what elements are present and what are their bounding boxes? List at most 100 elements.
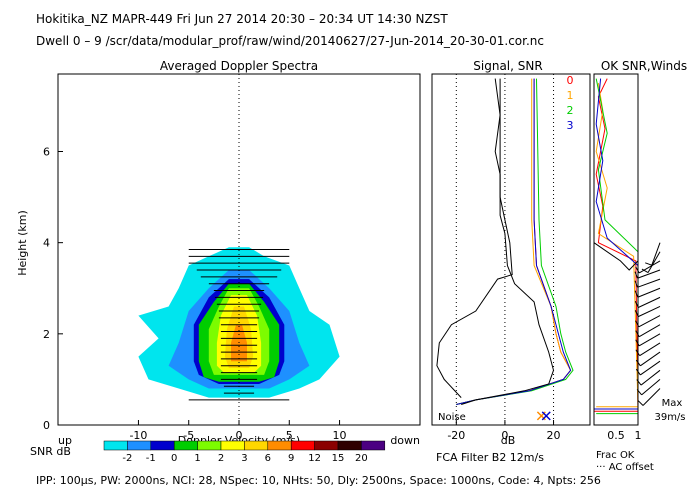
colorbar-tick-label: 6 [265, 453, 271, 464]
colorbar-swatch [173, 440, 198, 451]
ok-title: OK SNR,Winds [601, 59, 687, 73]
colorbar-label: SNR dB [30, 445, 71, 458]
wind-barb [642, 388, 661, 406]
colorbar-swatch [103, 440, 128, 451]
signal-series-1 [456, 78, 572, 405]
signal-lines [436, 74, 574, 425]
noise-label: Noise [438, 412, 466, 423]
wind-barb [640, 351, 661, 367]
wind-barb [638, 315, 661, 328]
wind-barb-flag [634, 300, 639, 308]
signal-panel: Signal, SNR -20 0 20 dB Noise [431, 59, 591, 447]
colorbar-tick-label: 9 [288, 453, 294, 464]
colorbar-tick-label: 2 [218, 453, 224, 464]
ac-offset-label: ··· AC offset [596, 462, 654, 473]
spectra-yticks: 0 2 4 6 [43, 145, 63, 432]
wind-barb-flag [635, 359, 641, 367]
signal-xticks: -20 0 20 [447, 420, 561, 442]
signal-xlabel: dB [501, 434, 516, 447]
footer-info: IPP: 100µs, PW: 2000ns, NCI: 28, NSpec: … [36, 474, 601, 487]
spectra-xticks: -10 -5 0 5 10 [129, 420, 347, 442]
wind-barb-flag [635, 368, 641, 376]
colorbar-swatch [361, 440, 386, 451]
colorbar-swatch [150, 440, 175, 451]
signal-series-0 [456, 78, 572, 405]
colorbar-tick-label: 12 [308, 453, 321, 464]
wind-barb [638, 296, 661, 308]
spectra-xtick-label: -5 [183, 429, 194, 442]
wind-barb [640, 360, 661, 376]
wind-barb-flag [634, 290, 639, 298]
colorbar-tick-label: -1 [146, 453, 156, 464]
header-line-1: Hokitika_NZ MAPR-449 Fri Jun 27 2014 20:… [36, 12, 448, 26]
spectra-panel: Averaged Doppler Spectra Height (km) 0 2 4… [16, 59, 421, 447]
ok-legend-entry: 0 [567, 74, 574, 87]
colorbar-tick-label: 1 [194, 453, 200, 464]
colorbar-swatch [244, 440, 269, 451]
wind-barb-flag [634, 310, 639, 317]
colorbar-tick-label: 20 [355, 453, 368, 464]
signal-xtick-label: -20 [447, 429, 465, 442]
max-value: 39m/s [654, 412, 685, 423]
spectra-ylabel: Height (km) [16, 210, 29, 276]
wind-barb-flag [635, 349, 641, 356]
signal-marker [541, 411, 551, 421]
spectra-xtick-label: -10 [129, 429, 147, 442]
ok-xtick-label: 0.5 [607, 429, 625, 442]
signal-xtick-label: 0 [501, 429, 508, 442]
wind-barb [640, 369, 661, 386]
colorbar-swatch [220, 440, 245, 451]
signal-series-signal [461, 78, 555, 405]
colorbar-swatches: -2 -1 0 1 2 3 6 9 12 15 20 [103, 440, 386, 464]
wind-barb-flag [641, 268, 649, 273]
header-line-2: Dwell 0 – 9 /scr/data/modular_prof/raw/w… [36, 34, 544, 48]
up-label: up [58, 434, 72, 447]
ok-series-frac [593, 242, 639, 271]
wind-barb-flag [635, 320, 640, 328]
spectra-ytick-label: 4 [43, 237, 50, 250]
fca-filter-label: FCA Filter B2 12m/s [436, 451, 544, 464]
wind-barb-flag [634, 280, 638, 288]
wind-panel: Max 39m/s [634, 242, 686, 423]
spectra-xtick-label: 0 [236, 429, 243, 442]
colorbar-swatch [197, 440, 222, 451]
signal-series-2 [456, 78, 574, 405]
wind-barb [637, 278, 661, 288]
spectra-xtick-label: 10 [333, 429, 347, 442]
ok-xtick-label: 1 [635, 429, 642, 442]
colorbar: SNR dB -2 -1 0 1 2 3 6 9 12 15 20 [30, 440, 386, 464]
wind-barb-flag [636, 389, 642, 396]
colorbar-swatch [290, 440, 315, 451]
wind-barb-flag [635, 266, 640, 274]
wind-barb-flag [635, 330, 640, 337]
wind-barb [647, 251, 661, 273]
wind-barbs [634, 242, 661, 406]
ok-lines [593, 78, 639, 415]
ok-legend: 0 1 2 3 [567, 74, 574, 132]
colorbar-swatch [314, 440, 339, 451]
max-label: Max [662, 398, 683, 409]
ok-legend-entry: 1 [567, 89, 574, 102]
frac-ok-label: Frac OK [596, 450, 635, 461]
wind-barb [639, 342, 661, 357]
wind-barb [638, 324, 661, 338]
wind-barb [638, 333, 661, 347]
colorbar-swatch [127, 440, 152, 451]
signal-series-3 [456, 78, 572, 405]
colorbar-tick-label: 15 [332, 453, 345, 464]
wind-barb [651, 242, 661, 266]
wind-barb [637, 269, 661, 279]
colorbar-swatch [267, 440, 292, 451]
colorbar-swatch [337, 440, 362, 451]
wind-barb-flag [637, 400, 644, 406]
ok-series-1 [595, 83, 639, 408]
moment-bars [188, 249, 290, 401]
wind-barb-flag [645, 262, 652, 266]
ok-legend-entry: 3 [567, 119, 574, 132]
wind-barb [641, 379, 661, 396]
wind-barb-flag [635, 339, 640, 347]
colorbar-tick-label: 0 [171, 453, 177, 464]
signal-xtick-label: 20 [547, 429, 561, 442]
wind-barb [637, 287, 661, 298]
